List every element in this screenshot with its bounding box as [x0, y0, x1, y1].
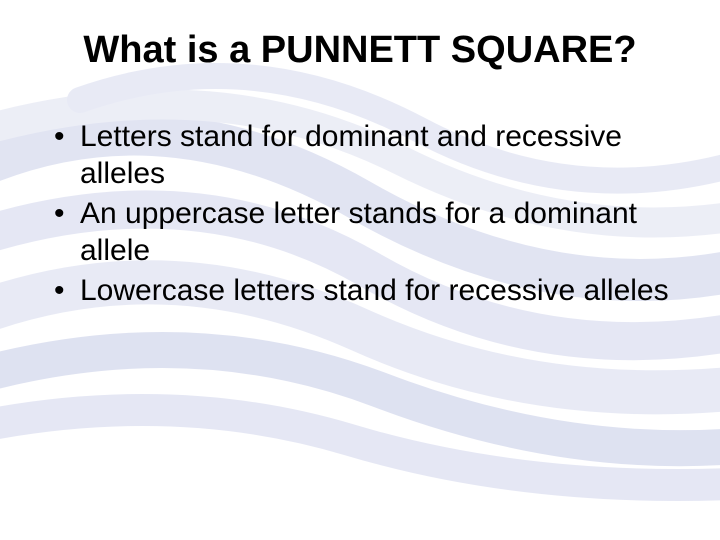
slide-content: What is a PUNNETT SQUARE? Letters stand … [0, 0, 720, 351]
bullet-item: Letters stand for dominant and recessive… [54, 118, 680, 193]
slide-title: What is a PUNNETT SQUARE? [40, 28, 680, 74]
bullet-item: An uppercase letter stands for a dominan… [54, 195, 680, 270]
bullet-list: Letters stand for dominant and recessive… [40, 118, 680, 310]
bullet-item: Lowercase letters stand for recessive al… [54, 272, 680, 310]
